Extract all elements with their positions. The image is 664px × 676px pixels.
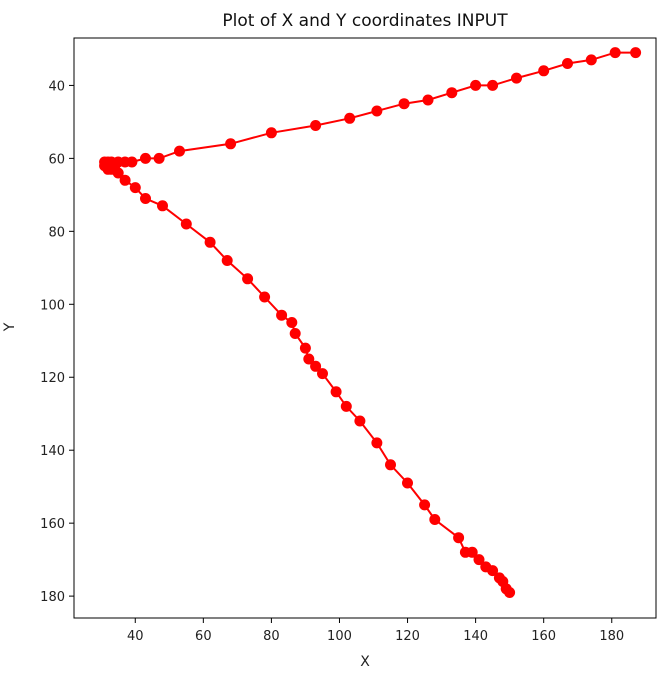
y-tick-label: 40 bbox=[48, 79, 65, 94]
data-point bbox=[289, 328, 301, 339]
data-point bbox=[473, 554, 485, 566]
data-point bbox=[265, 127, 277, 139]
data-point bbox=[221, 255, 233, 266]
data-point bbox=[140, 152, 151, 164]
data-point bbox=[453, 532, 465, 544]
x-tick-label: 140 bbox=[463, 629, 488, 644]
data-point bbox=[317, 368, 328, 380]
data-point bbox=[140, 193, 151, 204]
data-point bbox=[112, 167, 124, 179]
x-axis-label: X bbox=[360, 654, 370, 670]
plot-area bbox=[99, 47, 642, 598]
data-point bbox=[225, 138, 237, 150]
chart-title: Plot of X and Y coordinates INPUT bbox=[222, 11, 508, 31]
series-line bbox=[103, 51, 636, 594]
data-point bbox=[630, 47, 642, 59]
x-tick-label: 60 bbox=[195, 629, 212, 644]
data-point bbox=[119, 174, 131, 186]
data-point bbox=[371, 437, 383, 449]
data-point bbox=[562, 58, 573, 69]
data-point bbox=[419, 499, 431, 511]
x-tick-label: 120 bbox=[395, 629, 420, 644]
y-tick-label: 100 bbox=[40, 298, 65, 313]
data-point bbox=[180, 218, 192, 230]
y-tick-label: 160 bbox=[40, 517, 65, 532]
data-point bbox=[422, 94, 434, 106]
data-point bbox=[174, 145, 185, 157]
data-point bbox=[129, 182, 141, 194]
data-point bbox=[259, 291, 271, 303]
data-point bbox=[398, 98, 410, 110]
data-point bbox=[330, 386, 342, 398]
x-tick-label: 100 bbox=[327, 629, 352, 644]
data-point bbox=[242, 273, 254, 285]
data-point bbox=[157, 200, 168, 212]
x-tick-label: 40 bbox=[127, 629, 144, 644]
data-point bbox=[303, 353, 315, 365]
plot-frame bbox=[73, 37, 657, 619]
data-point bbox=[310, 360, 322, 372]
data-point bbox=[310, 120, 322, 131]
data-point bbox=[487, 565, 499, 577]
data-point bbox=[276, 309, 288, 321]
y-tick-label: 180 bbox=[40, 590, 65, 605]
y-tick-label: 120 bbox=[40, 371, 65, 386]
data-point bbox=[487, 79, 499, 91]
data-point bbox=[402, 477, 413, 489]
x-tick-label: 180 bbox=[599, 629, 624, 644]
data-point bbox=[299, 342, 311, 354]
data-point bbox=[371, 105, 383, 117]
data-point bbox=[504, 587, 516, 598]
data-point bbox=[354, 415, 366, 427]
y-tick-label: 80 bbox=[48, 225, 65, 240]
data-point bbox=[511, 72, 522, 84]
data-point bbox=[204, 236, 216, 248]
y-axis: 40 60 80 100 120 140 160 180 bbox=[40, 79, 74, 605]
data-point bbox=[470, 79, 482, 91]
data-point bbox=[344, 112, 356, 124]
x-axis: 40 60 80 100 120 140 160 180 bbox=[127, 618, 624, 644]
x-tick-label: 80 bbox=[263, 629, 280, 644]
x-tick-label: 160 bbox=[531, 629, 556, 644]
data-point bbox=[153, 152, 165, 164]
data-point bbox=[286, 317, 298, 328]
data-point bbox=[585, 54, 597, 66]
data-point bbox=[466, 546, 478, 558]
data-point bbox=[446, 87, 458, 99]
data-point bbox=[340, 400, 352, 412]
data-point bbox=[385, 459, 396, 471]
data-point bbox=[429, 514, 441, 525]
data-point bbox=[609, 47, 621, 59]
y-axis-label: Y bbox=[2, 322, 18, 332]
data-point bbox=[538, 65, 550, 77]
y-tick-label: 140 bbox=[40, 444, 65, 459]
y-tick-label: 60 bbox=[48, 152, 65, 167]
